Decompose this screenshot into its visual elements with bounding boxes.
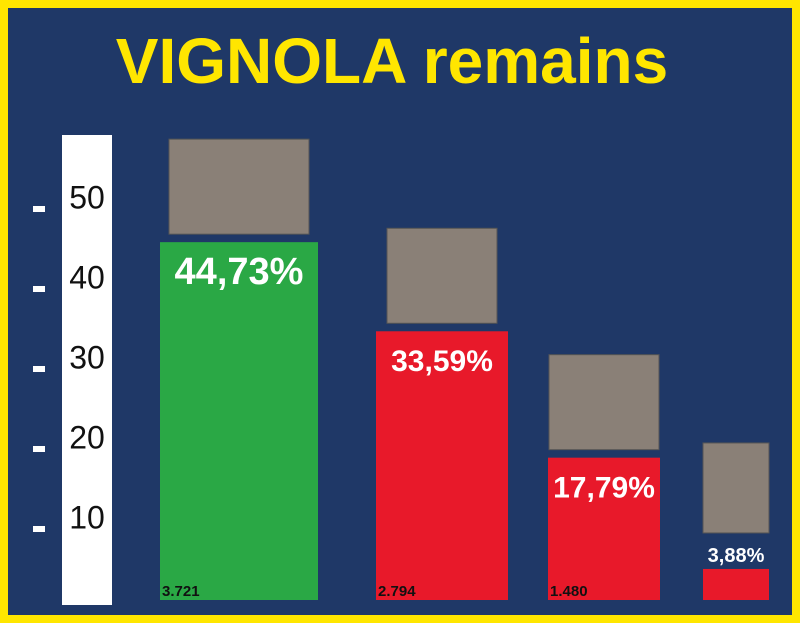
bar (376, 331, 508, 600)
value-label: 44,73% (175, 251, 304, 293)
y-tick-label: 10 (69, 499, 105, 535)
bar (548, 457, 660, 600)
tick-mark (33, 206, 45, 212)
tick-mark (33, 366, 45, 372)
y-tick-label: 40 (69, 259, 105, 295)
chart-title: VIGNOLA remains (116, 25, 668, 97)
axis-strip (62, 135, 112, 605)
value-label: 3,88% (708, 545, 765, 567)
tick-mark (33, 526, 45, 532)
vote-label: 3.721 (162, 583, 200, 600)
candidate-photo (548, 354, 660, 451)
y-tick-label: 30 (69, 339, 105, 375)
y-tick-label: 20 (69, 419, 105, 455)
vote-label: 2.794 (378, 583, 416, 600)
y-tick-label: 50 (69, 179, 105, 215)
tick-mark (33, 286, 45, 292)
vote-label: 1.480 (550, 583, 588, 600)
bar (160, 242, 318, 600)
bar (703, 568, 769, 600)
candidate-photo (386, 227, 498, 324)
value-label: 33,59% (391, 345, 493, 378)
candidate-photo (168, 138, 310, 235)
candidate-photo (702, 442, 770, 534)
tick-mark (33, 446, 45, 452)
value-label: 17,79% (553, 472, 655, 505)
